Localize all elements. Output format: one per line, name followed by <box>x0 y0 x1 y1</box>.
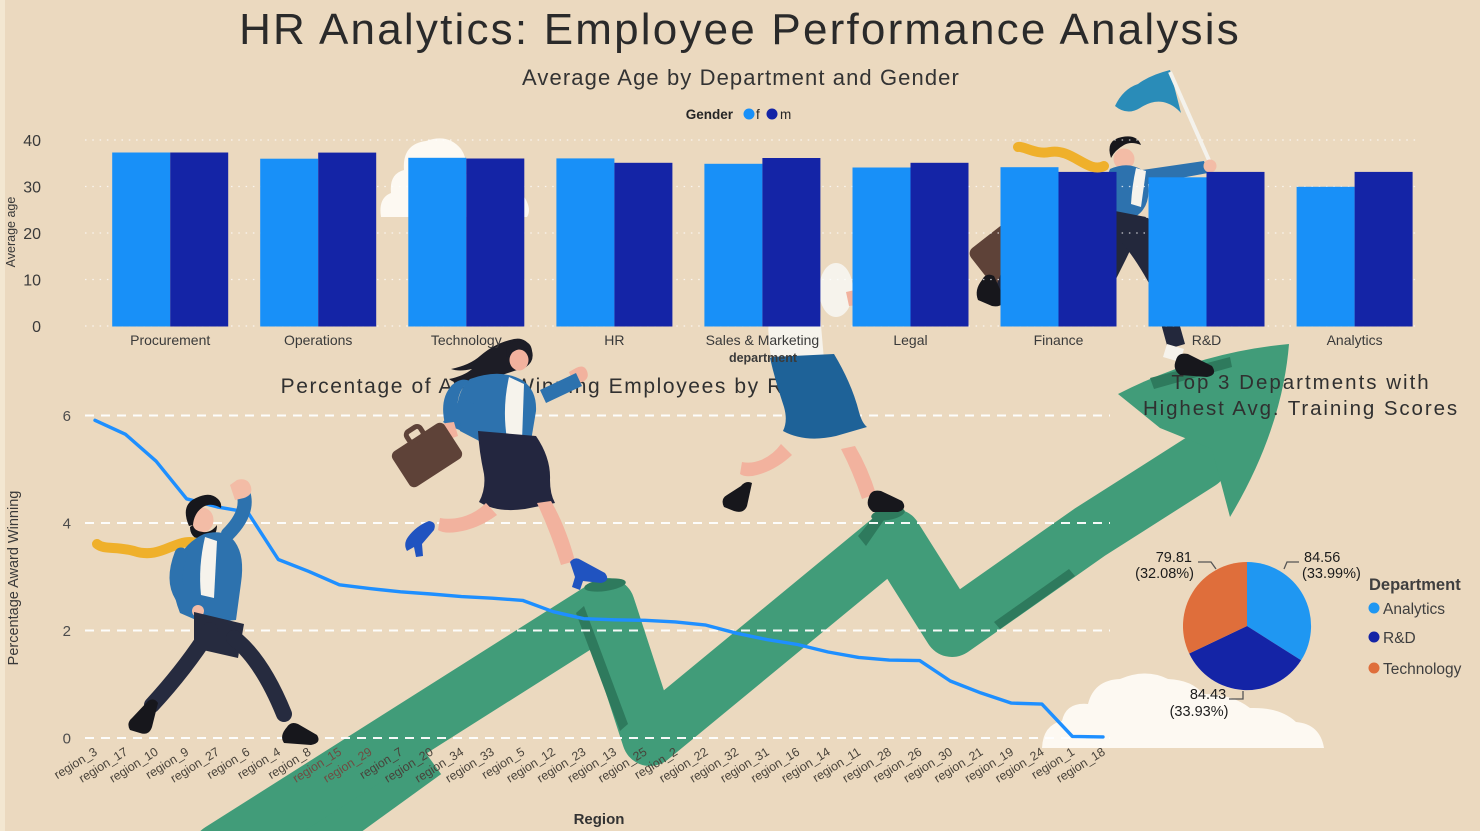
svg-text:4: 4 <box>63 516 71 533</box>
svg-text:HR Analytics: Employee Perform: HR Analytics: Employee Performance Analy… <box>239 5 1241 54</box>
svg-text:84.56: 84.56 <box>1304 550 1340 566</box>
svg-text:79.81: 79.81 <box>1156 550 1192 566</box>
svg-text:Legal: Legal <box>893 332 927 348</box>
svg-text:Finance: Finance <box>1034 332 1084 348</box>
svg-text:(32.08%): (32.08%) <box>1135 566 1194 582</box>
svg-text:Sales & Marketing: Sales & Marketing <box>706 332 820 348</box>
svg-text:Operations: Operations <box>284 332 352 348</box>
svg-text:R&D: R&D <box>1383 630 1416 647</box>
svg-text:m: m <box>780 107 791 122</box>
svg-text:(33.93%): (33.93%) <box>1170 704 1229 720</box>
svg-text:30: 30 <box>23 180 41 197</box>
svg-text:Average age: Average age <box>4 197 18 268</box>
svg-text:Technology: Technology <box>1383 661 1462 678</box>
svg-text:Analytics: Analytics <box>1383 601 1445 618</box>
svg-text:department: department <box>729 351 798 365</box>
svg-text:Technology: Technology <box>431 332 502 348</box>
svg-text:2: 2 <box>63 623 71 640</box>
svg-text:Region: Region <box>574 811 625 828</box>
svg-text:f: f <box>756 107 760 122</box>
svg-text:0: 0 <box>63 731 71 748</box>
svg-text:Department: Department <box>1369 576 1461 594</box>
svg-text:6: 6 <box>63 408 71 425</box>
svg-text:Procurement: Procurement <box>130 332 210 348</box>
svg-text:40: 40 <box>23 133 41 150</box>
svg-text:HR: HR <box>604 332 624 348</box>
svg-text:Top 3 Departments with: Top 3 Departments with <box>1171 371 1430 394</box>
svg-text:R&D: R&D <box>1192 332 1222 348</box>
svg-text:Percentage Award Winning: Percentage Award Winning <box>6 491 22 666</box>
svg-text:10: 10 <box>23 273 41 290</box>
svg-text:20: 20 <box>23 226 41 243</box>
svg-text:Highest Avg. Training Scores: Highest Avg. Training Scores <box>1143 397 1459 420</box>
svg-text:Gender: Gender <box>686 107 734 122</box>
svg-text:Average Age by Department and: Average Age by Department and Gender <box>522 65 960 90</box>
svg-text:0: 0 <box>32 319 41 336</box>
svg-text:84.43: 84.43 <box>1190 687 1226 703</box>
svg-text:(33.99%): (33.99%) <box>1302 566 1361 582</box>
svg-text:Analytics: Analytics <box>1327 332 1383 348</box>
